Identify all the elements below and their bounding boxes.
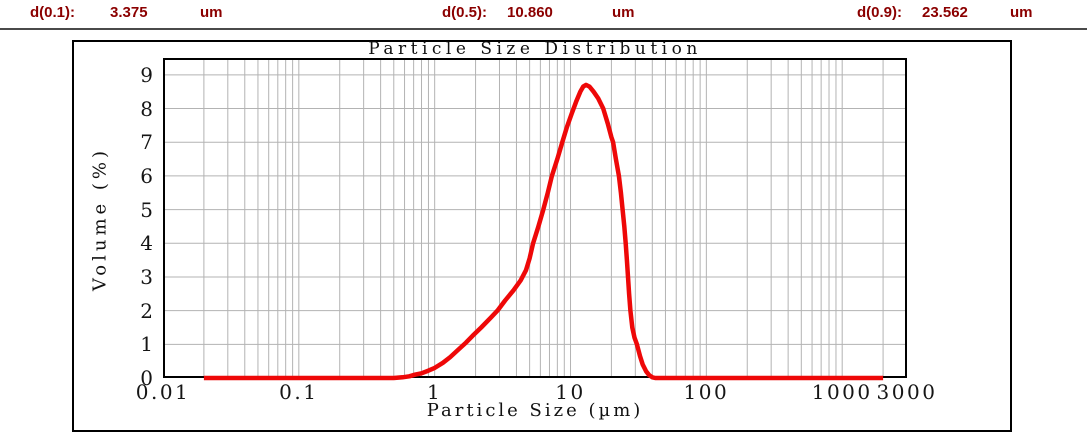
- d09-value: 23.562: [922, 4, 968, 21]
- y-tick-label: 6: [140, 163, 153, 188]
- y-axis-title: Volume (%): [89, 146, 111, 292]
- d01-label: d(0.1):: [30, 4, 75, 21]
- x-tick-label: 1000: [811, 380, 873, 404]
- y-tick-label: 1: [140, 332, 153, 357]
- d05-unit: um: [612, 4, 635, 21]
- chart-outer-border: [72, 40, 1012, 432]
- x-tick-label: 3000: [876, 380, 938, 404]
- x-tick-label: 0.01: [135, 380, 191, 404]
- d05-value: 10.860: [507, 4, 553, 21]
- d01-value: 3.375: [110, 4, 148, 21]
- y-tick-label: 7: [140, 130, 153, 155]
- y-tick-label: 4: [140, 231, 153, 256]
- plot-area: [163, 58, 907, 381]
- d09-label: d(0.9):: [857, 4, 902, 21]
- x-tick-label: 1: [427, 380, 443, 404]
- x-tick-label: 10: [555, 380, 586, 404]
- chart-title: Particle Size Distribution: [368, 39, 702, 59]
- y-tick-label: 9: [140, 62, 153, 87]
- d09-unit: um: [1010, 4, 1033, 21]
- x-tick-label: 100: [683, 380, 730, 404]
- x-tick-label: 0.1: [279, 380, 319, 404]
- d05-label: d(0.5):: [442, 4, 487, 21]
- header-divider: [0, 28, 1087, 30]
- d01-unit: um: [200, 4, 223, 21]
- distribution-curve: [203, 82, 884, 381]
- y-tick-label: 2: [140, 298, 153, 323]
- y-tick-label: 8: [140, 96, 153, 121]
- y-tick-label: 0: [140, 366, 153, 390]
- chart-container: Particle Size Distribution Volume (%) Pa…: [72, 40, 1012, 432]
- plot-border: [163, 58, 907, 378]
- y-tick-label: 3: [140, 264, 153, 289]
- y-tick-label: 5: [140, 197, 153, 222]
- x-axis-title: Particle Size (µm): [426, 400, 644, 421]
- distribution-plot: [163, 58, 907, 381]
